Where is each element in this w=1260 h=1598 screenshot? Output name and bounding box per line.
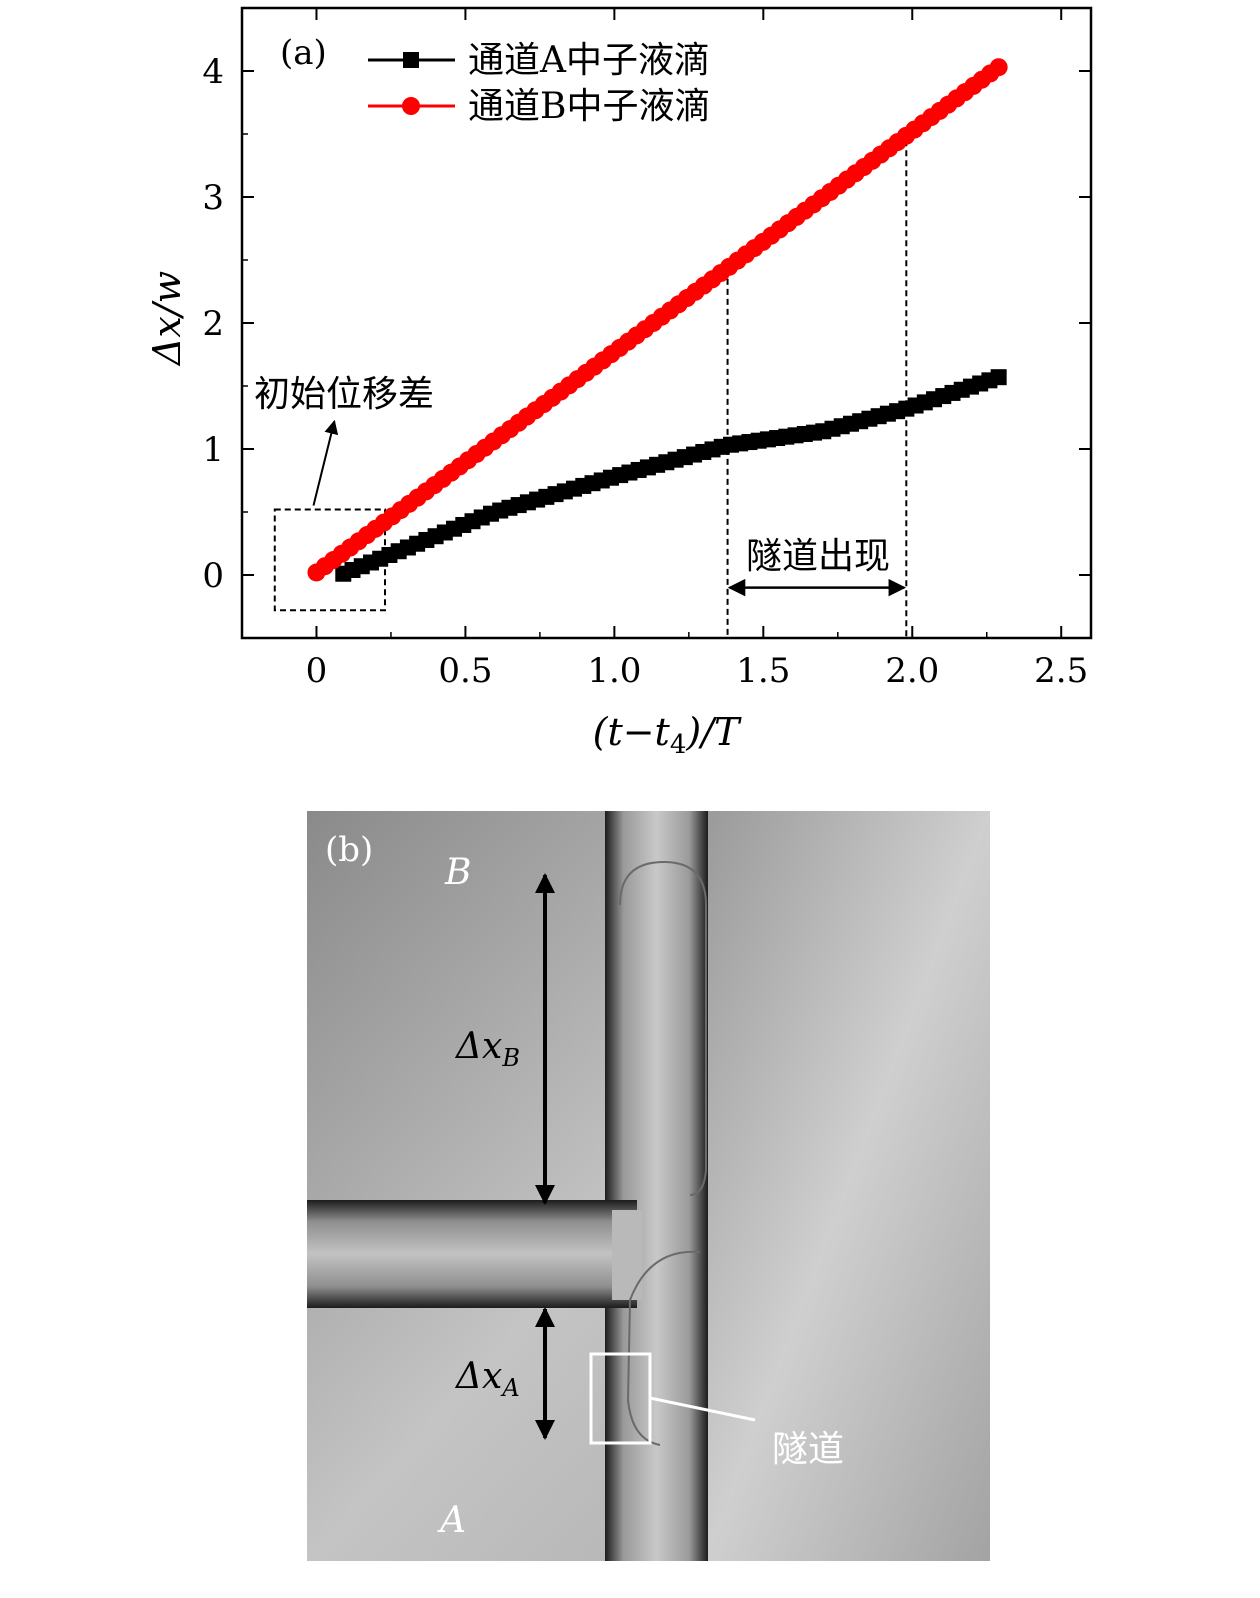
droplet-a-outline [626,1250,701,1446]
x-tick-label: 0.5 [438,651,492,691]
series-a [335,369,1007,582]
micrograph-right-region [706,811,990,1561]
tunnel-label: 隧道 [772,1429,844,1470]
junction [612,1210,642,1300]
legend-b-label: 通道B中子液滴 [468,86,710,127]
delta-a-label: ΔxA [454,1356,520,1402]
series-b [307,58,1008,582]
channel-a-label: A [437,1500,466,1541]
horizontal-channel [307,1200,637,1308]
data-point-a [990,369,1007,386]
y-tick-label: 0 [202,556,224,596]
droplet-b-outline [619,860,707,1196]
delta-b-sub: B [501,1044,520,1072]
x-axis-label-sub: 4 [670,730,687,760]
vertical-channel [605,811,708,1561]
y-tick-label: 4 [202,52,224,92]
x-axis-label-main: (t−t [593,710,671,754]
data-point-b [989,58,1008,77]
panel-b-micrograph: (b) B A ΔxB ΔxA 隧道 [307,811,990,1561]
delta-a-main: Δx [454,1356,502,1397]
x-tick-label: 2.0 [885,651,939,691]
x-tick-label: 1.0 [587,651,641,691]
legend-a-marker [403,52,419,68]
delta-b-label: ΔxB [454,1026,520,1072]
x-ticks: 0 0.5 1.0 1.5 2.0 2.5 [306,8,1088,691]
delta-a-sub: A [500,1374,519,1402]
panel-b-label: (b) [325,830,373,870]
x-tick-label: 2.5 [1034,651,1088,691]
y-tick-label: 3 [202,178,224,218]
y-tick-label: 2 [202,304,224,344]
tunnel-pointer [649,1396,756,1422]
channel-b-label: B [444,852,471,893]
delta-b-main: Δx [454,1026,502,1067]
initial-offset-label: 初始位移差 [254,374,434,415]
x-tick-label: 1.5 [736,651,790,691]
initial-offset-arrow [312,419,339,506]
tunnel-appear-label: 隧道出现 [746,536,890,577]
legend-a-label: 通道A中子液滴 [468,40,710,81]
legend-b-marker [402,97,420,115]
x-tick-label: 0 [306,651,328,691]
y-tick-label: 1 [202,430,224,470]
y-ticks: 0 1 2 3 4 [202,7,1091,596]
y-axis-label: Δx/w [145,271,189,367]
legend: 通道A中子液滴 通道B中子液滴 [368,40,710,127]
x-axis-label: (t−t4)/T [593,710,742,760]
x-axis-label-tail: )/T [685,710,742,754]
panel-a-label: (a) [280,33,327,73]
